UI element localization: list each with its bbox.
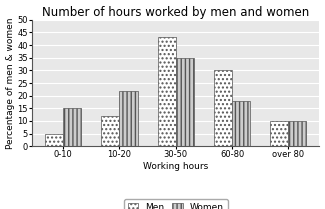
Y-axis label: Percentage of men & women: Percentage of men & women	[6, 17, 15, 149]
Bar	[176, 58, 194, 146]
Bar	[158, 37, 176, 146]
Bar	[45, 134, 63, 146]
Bar	[232, 101, 250, 146]
Bar	[270, 121, 288, 146]
X-axis label: Working hours: Working hours	[143, 162, 208, 171]
Bar	[120, 91, 137, 146]
Legend: Men, Women: Men, Women	[124, 199, 228, 209]
Bar	[288, 121, 306, 146]
Bar	[214, 70, 232, 146]
Title: Number of hours worked by men and women: Number of hours worked by men and women	[42, 6, 309, 19]
Bar	[63, 108, 81, 146]
Bar	[101, 116, 120, 146]
